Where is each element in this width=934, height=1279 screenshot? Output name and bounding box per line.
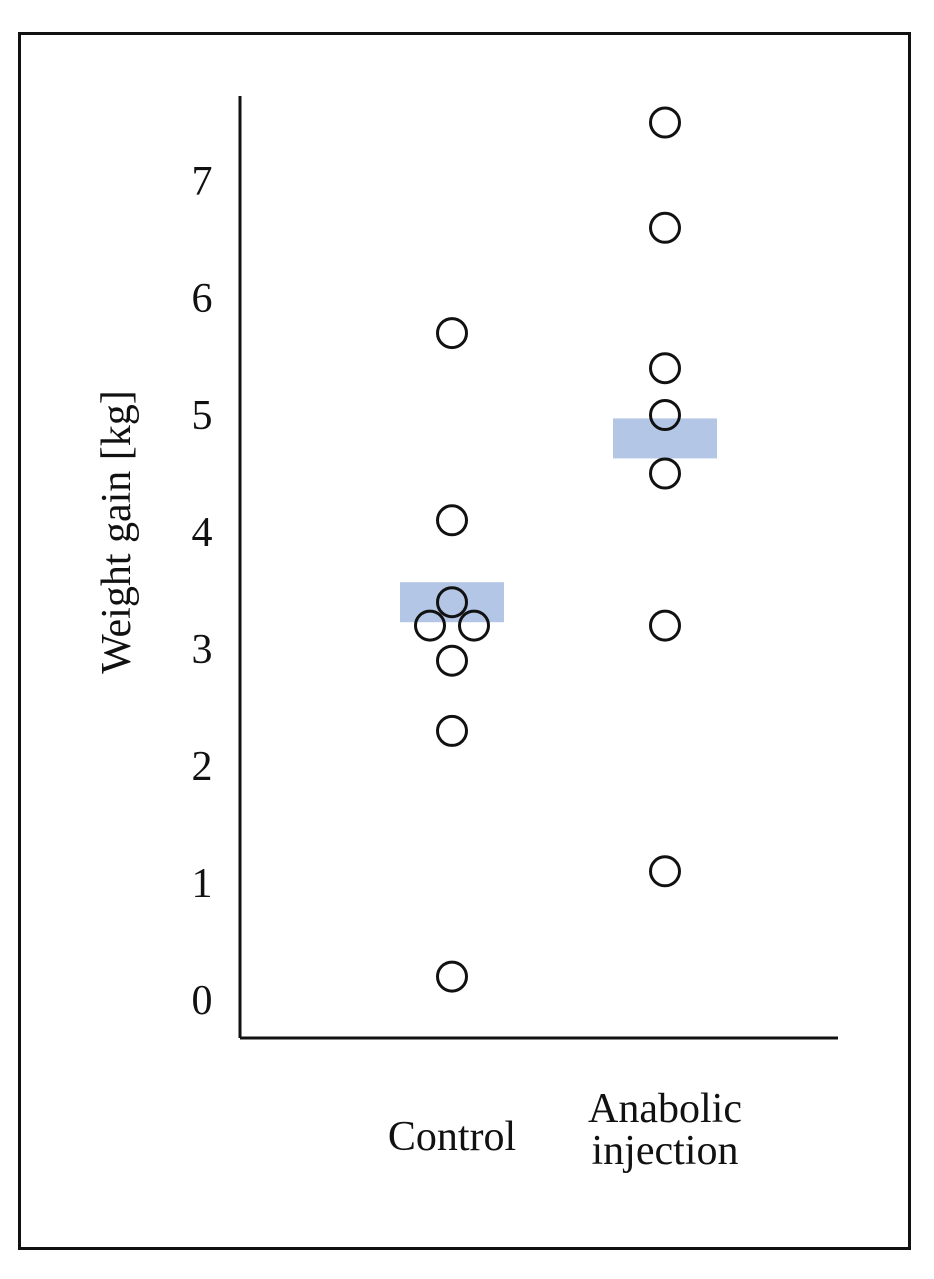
axes	[238, 96, 838, 1040]
data-point	[436, 586, 468, 619]
category-label: Anabolic	[588, 1086, 742, 1132]
y-tick-label: 7	[192, 159, 213, 205]
data-points	[414, 106, 681, 993]
data-point	[649, 399, 681, 431]
y-tick-label: 3	[192, 627, 213, 673]
y-tick-label: 2	[192, 744, 213, 790]
y-axis-title: Weight gain [kg]	[94, 390, 140, 674]
data-point	[436, 504, 468, 537]
data-point	[649, 855, 681, 888]
y-tick-label: 1	[192, 861, 213, 907]
data-point	[436, 317, 468, 350]
y-tick-label: 4	[192, 510, 213, 556]
y-tick-label: 6	[192, 276, 213, 322]
data-point	[414, 609, 446, 642]
data-point	[649, 211, 681, 244]
y-tick-label: 5	[192, 393, 213, 439]
data-point	[436, 644, 468, 677]
y-tick-label: 0	[192, 978, 213, 1024]
data-point	[649, 609, 681, 642]
data-point	[436, 714, 468, 747]
figure-frame	[18, 32, 911, 1250]
data-point	[649, 106, 681, 139]
data-point	[649, 352, 681, 385]
y-tick-labels: 0 1 2 3 4 5 6 7	[192, 159, 213, 1024]
category-label: injection	[592, 1128, 739, 1174]
category-label: Control	[388, 1114, 516, 1160]
data-point	[458, 609, 490, 642]
data-point	[436, 960, 468, 993]
mean-band	[613, 418, 717, 459]
data-point	[649, 457, 681, 490]
